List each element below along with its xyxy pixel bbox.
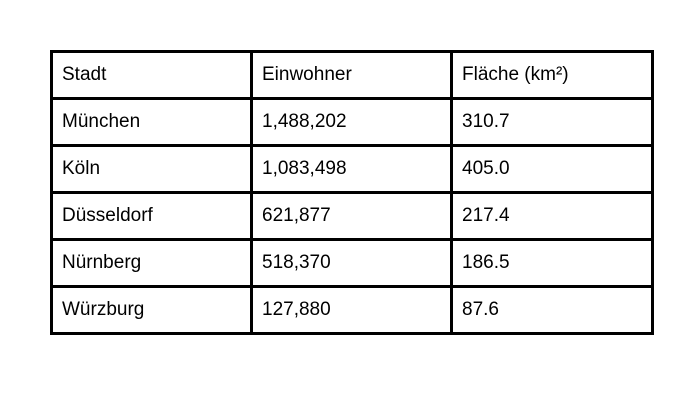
table-row: Köln 1,083,498 405.0 xyxy=(50,144,654,194)
cell-einwohner: 518,370 xyxy=(250,238,453,288)
city-table: Stadt Einwohner Fläche (km²) München 1,4… xyxy=(50,50,654,335)
city-table-container: Stadt Einwohner Fläche (km²) München 1,4… xyxy=(50,50,654,351)
cell-stadt: München xyxy=(50,97,253,147)
column-header-flaeche: Fläche (km²) xyxy=(450,50,654,100)
cell-stadt: Nürnberg xyxy=(50,238,253,288)
cell-einwohner: 1,488,202 xyxy=(250,97,453,147)
cell-flaeche: 405.0 xyxy=(450,144,654,194)
cell-flaeche: 186.5 xyxy=(450,238,654,288)
table-row: München 1,488,202 310.7 xyxy=(50,97,654,147)
column-header-stadt: Stadt xyxy=(50,50,253,100)
cell-einwohner: 621,877 xyxy=(250,191,453,241)
cell-flaeche: 310.7 xyxy=(450,97,654,147)
table-row: Düsseldorf 621,877 217.4 xyxy=(50,191,654,241)
cell-stadt: Köln xyxy=(50,144,253,194)
cell-einwohner: 127,880 xyxy=(250,285,453,335)
cell-flaeche: 217.4 xyxy=(450,191,654,241)
cell-flaeche: 87.6 xyxy=(450,285,654,335)
table-row: Nürnberg 518,370 186.5 xyxy=(50,238,654,288)
table-row: Würzburg 127,880 87.6 xyxy=(50,285,654,335)
column-header-einwohner: Einwohner xyxy=(250,50,453,100)
cell-einwohner: 1,083,498 xyxy=(250,144,453,194)
cell-stadt: Düsseldorf xyxy=(50,191,253,241)
table-header-row: Stadt Einwohner Fläche (km²) xyxy=(50,50,654,100)
cell-stadt: Würzburg xyxy=(50,285,253,335)
